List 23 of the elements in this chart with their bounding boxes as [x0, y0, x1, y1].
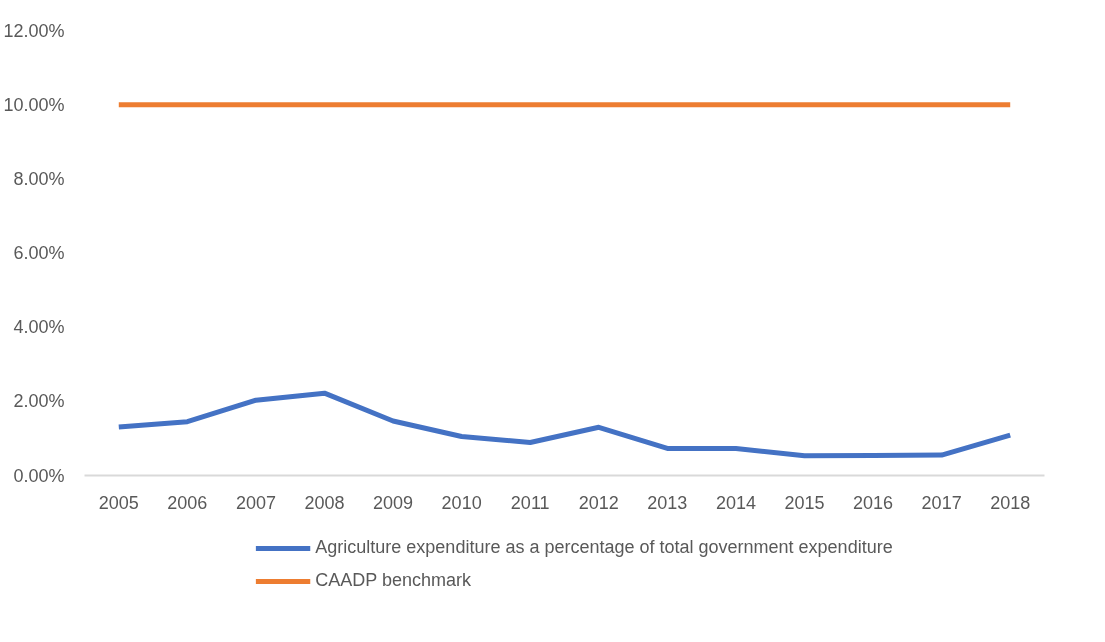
x-tick-label: 2005	[98, 492, 139, 513]
legend-label: CAADP benchmark	[315, 570, 472, 592]
y-tick-label: 4.00%	[13, 317, 65, 338]
x-tick-label: 2008	[304, 492, 345, 513]
y-tick-label: 6.00%	[13, 243, 65, 263]
x-tick-label: 2015	[784, 492, 825, 513]
x-tick-label: 2018	[990, 492, 1031, 513]
x-tick-label: 2010	[441, 492, 482, 513]
x-tick-label: 2011	[510, 492, 550, 513]
x-tick-label: 2006	[167, 492, 208, 513]
x-tick-label: 2012	[578, 492, 619, 513]
x-tick-label: 2016	[853, 492, 894, 513]
y-tick-label: 2.00%	[13, 391, 65, 412]
x-tick-label: 2009	[373, 492, 414, 513]
x-tick-label: 2014	[715, 492, 756, 513]
y-tick-label: 12.00%	[3, 20, 65, 41]
y-tick-label: 0.00%	[13, 465, 65, 486]
legend-label: Agriculture expenditure as a percentage of total government expenditure	[315, 537, 893, 559]
y-tick-label: 8.00%	[13, 168, 65, 189]
x-tick-label: 2013	[647, 492, 688, 513]
x-tick-label: 2017	[921, 492, 962, 513]
x-tick-label: 2007	[235, 492, 276, 513]
y-tick-label: 10.00%	[3, 94, 65, 115]
